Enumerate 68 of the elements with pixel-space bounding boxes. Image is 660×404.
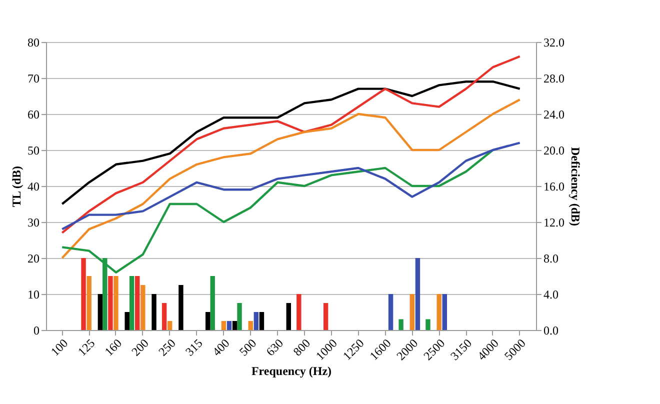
bar: [206, 312, 210, 330]
bar: [114, 276, 118, 330]
bar: [167, 321, 172, 330]
y2-tick-label: 16.0: [544, 180, 564, 194]
y2-tick-label: 12.0: [544, 216, 564, 230]
bar: [86, 276, 92, 330]
line-series: [61, 55, 521, 234]
y2-tick-label: 32.0: [544, 36, 564, 50]
bar: [426, 319, 430, 330]
bar: [323, 303, 328, 330]
x-tick-label: 250: [156, 336, 178, 359]
x-axis-title: Frequency (Hz): [251, 364, 332, 378]
x-tick-label: 630: [263, 336, 286, 359]
x-tick-label: 800: [290, 336, 313, 359]
bar: [162, 303, 167, 330]
y-tick-label: 10: [28, 288, 40, 302]
x-tick-label: 315: [182, 336, 206, 359]
line-series: [61, 142, 521, 230]
bar: [296, 294, 302, 330]
bar: [226, 321, 232, 330]
bar: [442, 294, 447, 330]
y-tick-label: 60: [28, 108, 40, 122]
bar: [398, 319, 404, 330]
x-tick-label: 100: [48, 336, 71, 359]
x-tick-label: 500: [236, 336, 260, 359]
y-tick-label: 50: [28, 144, 40, 158]
bar: [98, 294, 103, 330]
x-tick-label: 125: [74, 336, 98, 359]
y-tick-label: 80: [28, 36, 40, 50]
y2-axis-title: Deficiency (dB): [568, 147, 582, 226]
bar: [129, 276, 134, 330]
y-axis-title: TL (dB): [10, 166, 24, 208]
y2-tick-label: 20.0: [544, 144, 564, 158]
bar: [254, 312, 259, 330]
y-tick-label: 20: [28, 252, 40, 266]
bar: [259, 312, 264, 330]
bar: [140, 285, 146, 330]
y-tick-label: 0: [34, 324, 40, 338]
y2-tick-label: 28.0: [544, 72, 564, 86]
bar: [221, 321, 226, 330]
x-tick-label: 160: [102, 336, 124, 359]
bar: [237, 303, 242, 330]
bar: [178, 285, 184, 330]
bar: [232, 321, 238, 330]
bar: [415, 258, 420, 330]
bar: [388, 294, 394, 330]
bar: [108, 276, 113, 330]
x-tick-label: 400: [210, 336, 232, 359]
bar: [436, 294, 442, 330]
x-tick-label: 200: [128, 336, 152, 359]
y-tick-label: 30: [28, 216, 40, 230]
y-tick-label: 40: [28, 180, 40, 194]
line-series: [61, 80, 521, 206]
bar: [410, 294, 415, 330]
y-tick-label: 70: [28, 72, 40, 86]
bar: [124, 312, 130, 330]
y2-tick-label: 8.0: [544, 252, 558, 266]
bar: [248, 321, 253, 330]
y2-tick-label: 4.0: [544, 288, 558, 302]
line-series: [61, 98, 521, 260]
y2-tick-label: 24.0: [544, 108, 564, 122]
bar: [135, 276, 140, 330]
bar: [210, 276, 215, 330]
x-tick-label: 4000: [474, 336, 502, 363]
bar: [286, 303, 291, 330]
y2-tick-label: 0.0: [544, 324, 558, 338]
bar: [152, 294, 156, 330]
bar: [81, 258, 86, 330]
